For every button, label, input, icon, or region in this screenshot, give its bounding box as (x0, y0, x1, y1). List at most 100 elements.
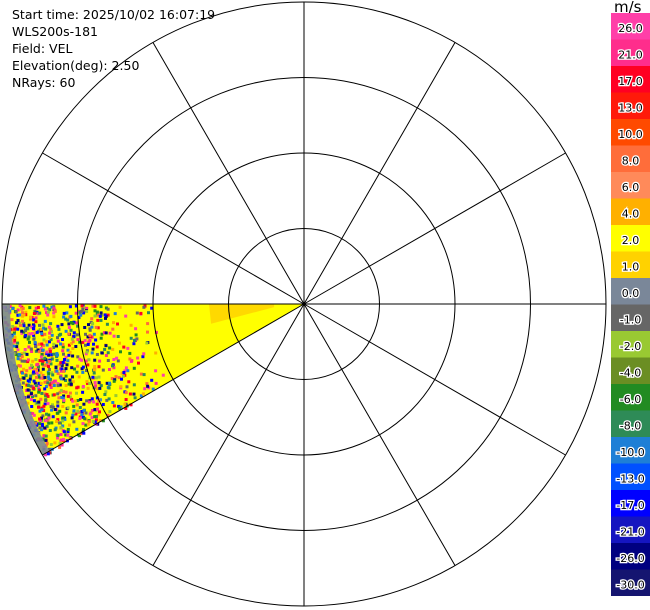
noise-gate (43, 453, 47, 457)
noise-gate (143, 387, 147, 391)
colorbar-tick-label: 0.0 (622, 287, 640, 300)
noise-gate (94, 325, 98, 329)
noise-gate (74, 345, 78, 348)
noise-gate (63, 417, 67, 421)
noise-gate (93, 408, 97, 411)
noise-gate (59, 438, 63, 442)
noise-gate (59, 332, 63, 336)
noise-gate (85, 310, 89, 313)
noise-gate (77, 316, 81, 319)
noise-gate (50, 421, 54, 425)
noise-gate (115, 356, 119, 360)
noise-gate (21, 371, 24, 375)
noise-gate (116, 322, 119, 326)
noise-gate (15, 345, 19, 349)
noise-gate (31, 395, 34, 398)
noise-gate (36, 365, 40, 369)
noise-gate (8, 305, 12, 309)
noise-gate (32, 324, 36, 328)
elevation-label: Elevation(deg): 2.50 (12, 58, 140, 73)
noise-gate (36, 385, 40, 389)
noise-gate (142, 305, 146, 309)
noise-gate (105, 381, 109, 385)
noise-gate (59, 342, 62, 346)
noise-gate (154, 381, 158, 385)
noise-gate (85, 399, 89, 403)
noise-gate (44, 399, 48, 402)
noise-gate (59, 426, 63, 430)
noise-gate (145, 341, 149, 345)
noise-gate (71, 375, 74, 379)
noise-gate (45, 379, 49, 383)
noise-gate (56, 434, 60, 437)
noise-gate (91, 409, 94, 412)
noise-gate (38, 419, 42, 423)
colorbar-tick-label: 17.0 (618, 75, 643, 88)
noise-gate (17, 352, 21, 356)
noise-gate (60, 323, 64, 327)
noise-gate (132, 366, 136, 370)
colorbar-swatch (611, 569, 650, 596)
noise-gate (40, 362, 44, 366)
noise-gate (38, 388, 41, 392)
noise-gate (96, 318, 100, 322)
noise-gate (139, 372, 143, 376)
colorbar-swatch (611, 410, 650, 438)
noise-gate (68, 305, 72, 309)
noise-gate (41, 373, 45, 377)
noise-gate (68, 395, 72, 399)
colorbar-tick-label: -21.0 (616, 526, 644, 539)
colorbar-swatch (611, 357, 650, 385)
noise-gate (38, 311, 42, 315)
colorbar-tick-label: -13.0 (616, 473, 644, 486)
radial-line (152, 42, 305, 305)
noise-gate (34, 358, 38, 361)
noise-gate (64, 355, 68, 359)
noise-gate (24, 329, 28, 333)
noise-gate (52, 315, 56, 319)
noise-gate (67, 343, 71, 347)
noise-gate (104, 315, 108, 318)
noise-gate (112, 379, 116, 383)
noise-gate (128, 392, 132, 396)
noise-gate (96, 413, 100, 417)
noise-gate (22, 367, 26, 371)
noise-gate (79, 432, 83, 436)
noise-gate (112, 404, 116, 408)
noise-gate (47, 359, 51, 363)
noise-gate (56, 404, 60, 408)
noise-gate (52, 342, 56, 346)
noise-gate (59, 369, 63, 373)
noise-gate (76, 338, 80, 342)
noise-gate (112, 334, 116, 338)
noise-gate (65, 363, 69, 367)
noise-gate (108, 368, 111, 371)
noise-gate (71, 380, 75, 384)
noise-gate (124, 406, 128, 410)
noise-gate (10, 334, 14, 338)
noise-gate (146, 384, 150, 388)
noise-gate (118, 406, 122, 410)
noise-gate (37, 342, 41, 346)
noise-gate (44, 443, 48, 447)
noise-gate (58, 409, 62, 413)
noise-gate (21, 314, 25, 318)
noise-gate (93, 368, 96, 372)
noise-gate (34, 316, 38, 320)
noise-gate (108, 331, 112, 335)
noise-gate (46, 419, 50, 423)
noise-gate (40, 428, 44, 432)
noise-gate (55, 411, 59, 415)
noise-gate (71, 340, 75, 344)
noise-gate (30, 350, 34, 353)
noise-gate (23, 351, 27, 355)
noise-gate (33, 340, 37, 344)
noise-gate (86, 335, 90, 339)
colorbar-tick-label: 10.0 (618, 128, 643, 141)
noise-gate (53, 408, 57, 411)
noise-gate (141, 355, 145, 359)
noise-gate (35, 369, 38, 373)
noise-gate (12, 344, 16, 348)
colorbar-tick-label: -6.0 (620, 393, 641, 406)
noise-gate (61, 424, 65, 428)
